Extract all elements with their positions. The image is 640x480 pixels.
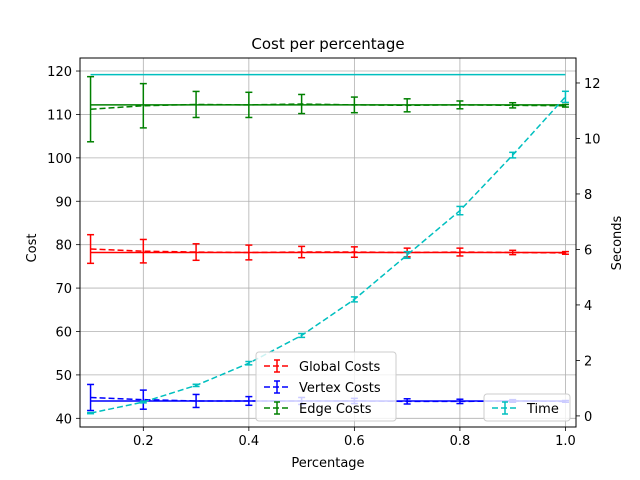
time-error-bar — [192, 383, 200, 388]
time-error-bar — [561, 90, 569, 104]
y-tick-label: 100 — [47, 152, 72, 167]
legend-item-global-costs: Global Costs — [264, 359, 381, 375]
legend-costs: Global Costs Vertex Costs Edge Costs — [255, 351, 397, 422]
y2-tick-label: 4 — [584, 299, 592, 314]
y-tick-label: 40 — [55, 412, 72, 427]
edge-costs-error-bar — [139, 82, 147, 129]
vertex-costs-error-bar — [245, 395, 253, 407]
x-tick-label: 1.0 — [555, 434, 576, 449]
time-error-bar — [298, 332, 306, 339]
edge-costs-series — [87, 75, 569, 143]
global-costs-error-bar — [298, 245, 306, 259]
vertex-costs-error-bar — [139, 389, 147, 410]
legend-label: Edge Costs — [299, 402, 372, 417]
global-costs-error-bar — [509, 249, 517, 256]
time-error-bar — [139, 400, 147, 404]
y-tick-label: 90 — [55, 195, 72, 210]
global-costs-error-bar — [350, 246, 358, 259]
edge-costs-error-bar — [192, 90, 200, 119]
y2-tick-label: 6 — [584, 243, 592, 258]
legend-label: Time — [526, 402, 559, 417]
global-costs-error-bar — [192, 243, 200, 262]
time-error-bar — [87, 411, 95, 415]
time-series — [87, 73, 569, 415]
legend-item-edge-costs: Edge Costs — [264, 401, 372, 417]
vertex-costs-error-bar — [403, 398, 411, 405]
global-costs-series — [87, 233, 569, 265]
edge-costs-error-bar — [245, 91, 253, 119]
vertex-costs-error-bar — [456, 398, 464, 405]
y-tick-label: 50 — [55, 369, 72, 384]
edge-costs-error-bar — [403, 98, 411, 113]
y2-tick-label: 10 — [584, 132, 601, 147]
y-tick-label: 110 — [47, 108, 72, 123]
edge-costs-error-bar — [298, 93, 306, 115]
edge-costs-error-bar — [509, 101, 517, 109]
edge-costs-line — [90, 103, 566, 110]
global-costs-error-bar — [561, 250, 569, 255]
global-costs-error-bar — [456, 247, 464, 257]
ticks: 0.2 0.4 0.6 0.8 1.0 40 50 60 70 80 90 100 110 120 0 2 4 6… — [47, 65, 600, 449]
y2-tick-label: 8 — [584, 188, 592, 203]
y-tick-label: 120 — [47, 65, 72, 80]
time-line — [90, 96, 567, 414]
time-error-bar — [350, 296, 358, 303]
edge-costs-error-bar — [456, 100, 464, 110]
time-error-bar — [509, 151, 517, 159]
legend-time: Time — [483, 393, 571, 422]
y2-tick-label: 12 — [584, 77, 601, 92]
y2-axis-label: Seconds — [610, 215, 625, 270]
global-costs-error-bar — [139, 238, 147, 264]
x-tick-label: 0.2 — [133, 434, 154, 449]
vertex-costs-error-bar — [192, 393, 200, 409]
y-tick-label: 70 — [55, 282, 72, 297]
legend-box — [255, 351, 397, 422]
global-costs-error-bar — [87, 233, 95, 265]
x-tick-label: 0.8 — [450, 434, 471, 449]
legend-item-time: Time — [492, 401, 559, 417]
y2-tick-label: 2 — [584, 354, 592, 369]
edge-costs-error-bar — [350, 96, 358, 114]
edge-costs-error-bar — [87, 75, 95, 143]
x-axis-label: Percentage — [291, 456, 364, 471]
chart-title: Cost per percentage — [251, 35, 404, 53]
y-tick-label: 60 — [55, 325, 72, 340]
y-tick-label: 80 — [55, 239, 72, 254]
global-costs-error-bar — [245, 244, 253, 261]
global-costs-line — [90, 248, 566, 254]
axes-frame — [79, 57, 577, 428]
legend-label: Global Costs — [299, 360, 381, 375]
time-error-bar — [403, 250, 411, 260]
legend-label: Vertex Costs — [299, 381, 381, 396]
y2-tick-label: 0 — [584, 410, 592, 425]
y-axis-label: Cost — [25, 234, 40, 263]
time-error-bar — [245, 360, 253, 366]
edge-costs-error-bar — [561, 103, 569, 108]
time-error-bar — [456, 205, 464, 216]
x-tick-label: 0.6 — [344, 434, 365, 449]
vertex-costs-error-bar — [87, 383, 95, 412]
legend-item-vertex-costs: Vertex Costs — [264, 380, 381, 396]
x-tick-label: 0.4 — [239, 434, 260, 449]
